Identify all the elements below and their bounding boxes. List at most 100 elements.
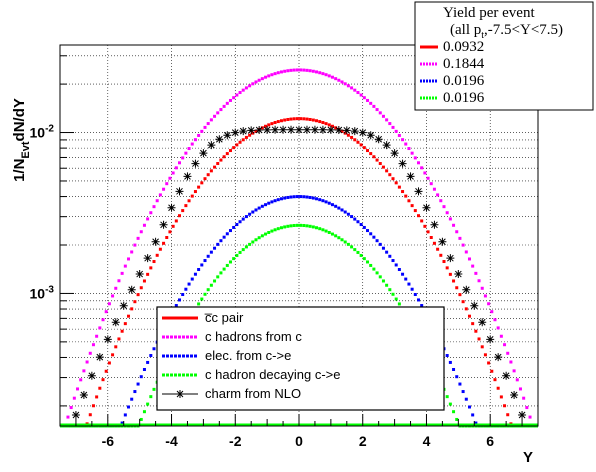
data-point [225,101,229,105]
data-point [346,212,350,216]
data-point [248,84,252,88]
data-point [248,242,252,246]
data-point [318,198,322,202]
data-point [401,272,405,276]
data-point [146,272,150,276]
data-point [337,206,341,210]
y-axis-title-tail: dN/dY [11,98,28,141]
data-point [142,410,146,414]
data-point-star [143,254,152,263]
data-point [193,272,197,276]
data-point [279,70,283,74]
data-point [480,286,484,290]
data-point [152,260,156,264]
data-point [184,204,188,208]
data-point [123,264,127,268]
data-point [292,117,296,121]
data-point [91,404,95,408]
data-point [273,72,277,76]
data-point [228,229,232,233]
data-point-star [390,149,399,158]
data-point [391,292,395,296]
data-point [248,212,252,216]
data-point [165,182,169,186]
legend: c̅c pair c hadrons from c elec. from c->e c… [156,306,445,411]
data-point [213,114,217,118]
data-point [251,210,255,214]
data-point [311,118,315,122]
data-point [362,225,366,229]
data-point [241,248,245,252]
data-point [334,204,338,208]
data-point [228,149,232,153]
data-point [496,386,500,390]
data-point [200,263,204,267]
data-point [111,294,115,298]
data-point [394,263,398,267]
data-point [455,286,459,290]
data-point [334,234,338,238]
data-point [442,205,446,209]
data-point [467,314,471,318]
data-point [187,147,191,151]
data-point [375,158,379,162]
data-point [483,353,487,357]
data-point [225,232,229,236]
data-point-star [326,125,335,134]
data-point-star [111,318,120,327]
data-point [76,387,80,391]
data-point [267,123,271,127]
data-point [455,375,459,379]
yield-stats-box: Yield per event (all pt,-7.5<Y<7.5) 0.09… [414,1,594,111]
data-point [308,117,312,121]
data-point [270,73,274,77]
data-point [213,246,217,250]
data-point [279,119,283,123]
data-point-star [127,285,136,294]
data-point [346,84,350,88]
data-point [295,68,299,72]
data-point [168,230,172,234]
data-point [117,337,121,341]
data-point [448,402,452,406]
data-point [375,271,379,275]
data-point [471,322,475,326]
data-point [270,229,274,233]
data-point [429,182,433,186]
data-point [219,108,223,112]
legend-label: c̅c pair [204,310,244,325]
data-point [340,208,344,212]
data-point [356,250,360,254]
data-point [308,195,312,199]
data-point-star [310,125,319,134]
data-point [225,152,229,156]
data-point-star [119,301,128,310]
data-point [474,329,478,333]
y-axis-title: 1/NEvtdN/dY [11,98,32,182]
x-tick-label: -2 [229,433,242,449]
y-axis-title-main: 1/N [11,159,28,182]
svg-text:1/NEvtdN/dY: 1/NEvtdN/dY [11,98,32,182]
data-point [334,77,338,81]
data-point [343,240,347,244]
x-tick-label: -6 [102,433,115,449]
data-point [254,208,258,212]
data-point-star [342,126,351,135]
data-point-star [510,391,519,399]
data-point [251,131,255,135]
legend-star [176,390,184,398]
data-point [238,220,242,224]
data-point [302,195,306,199]
data-point [174,304,178,308]
x-tick-label: 4 [423,433,431,449]
data-point [235,143,239,147]
data-point [101,318,105,322]
data-point [506,413,510,417]
data-point [302,117,306,121]
data-point [66,415,70,419]
data-point [200,129,204,133]
data-point [152,205,156,209]
y-axis-title-sub: Evt [20,141,32,158]
data-point-star [318,125,327,134]
data-point [216,242,220,246]
